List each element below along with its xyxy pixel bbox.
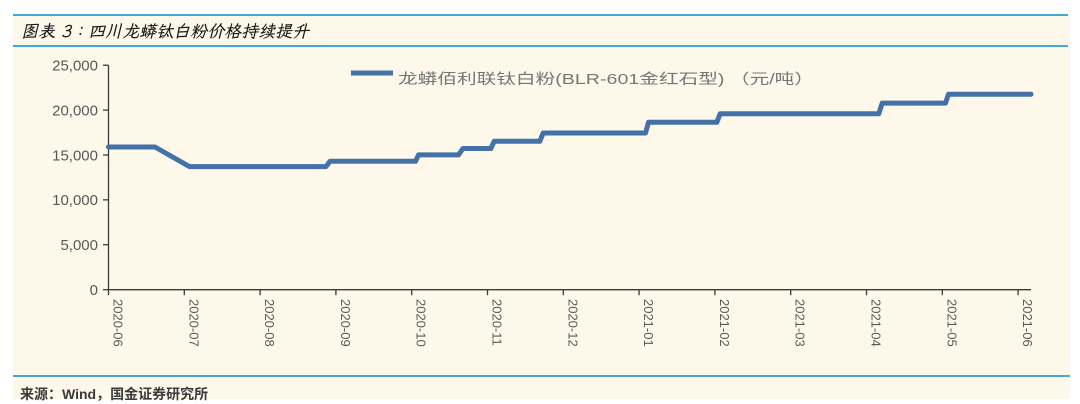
svg-text:2020-07: 2020-07 [186,299,201,347]
svg-text:2020-11: 2020-11 [490,299,505,346]
svg-text:2021-06: 2021-06 [1020,299,1035,347]
svg-text:10,000: 10,000 [52,192,98,209]
svg-text:15,000: 15,000 [52,147,98,164]
svg-text:龙蟒佰利联钛白粉(BLR-601金红石型) （元/吨）: 龙蟒佰利联钛白粉(BLR-601金红石型) （元/吨） [398,71,814,88]
svg-text:2020-09: 2020-09 [338,299,353,347]
svg-text:2020-12: 2020-12 [565,299,580,347]
svg-text:2021-05: 2021-05 [944,299,959,347]
svg-text:2020-10: 2020-10 [414,299,429,347]
svg-text:2020-06: 2020-06 [111,299,126,347]
svg-text:25,000: 25,000 [52,58,98,75]
svg-text:2020-08: 2020-08 [262,299,277,347]
svg-text:5,000: 5,000 [60,237,98,254]
svg-text:2021-04: 2021-04 [869,299,884,347]
svg-text:2021-03: 2021-03 [793,299,808,347]
svg-text:2021-01: 2021-01 [641,299,656,347]
svg-text:0: 0 [90,282,98,299]
svg-text:2021-02: 2021-02 [717,299,732,347]
svg-text:20,000: 20,000 [52,102,98,119]
